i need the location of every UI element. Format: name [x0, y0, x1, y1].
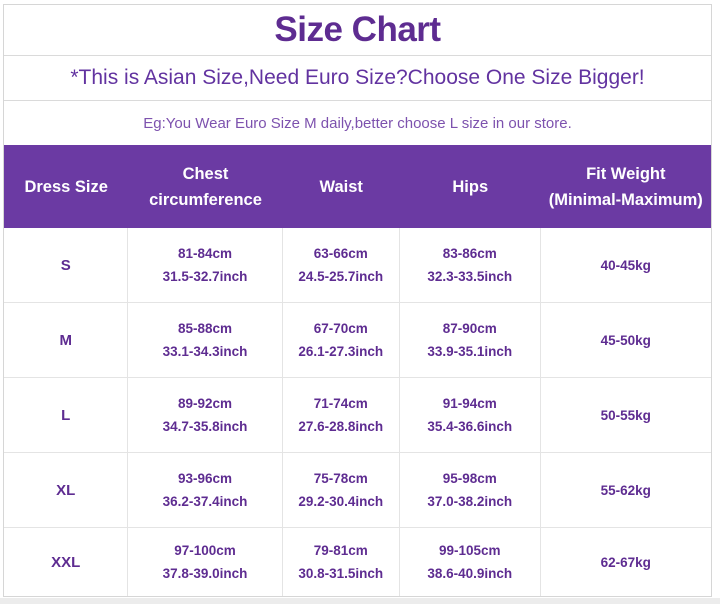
column-header-waist: Waist: [283, 145, 400, 228]
dress-size-cell: M: [4, 303, 129, 377]
fit-weight-cell: 45-50kg: [541, 303, 711, 377]
size-value: S: [60, 256, 71, 274]
chest-inch-value: 33.1-34.3inch: [162, 344, 248, 359]
table-header-row: Dress Size Chest circumference Waist Hip…: [4, 145, 711, 228]
chest-cm-value: 97-100cm: [174, 543, 236, 558]
waist-inch-value: 24.5-25.7inch: [298, 269, 384, 284]
chest-inch-value: 34.7-35.8inch: [162, 419, 248, 434]
chest-cm-value: 85-88cm: [177, 321, 232, 336]
chest-cm-value: 89-92cm: [177, 396, 232, 411]
chest-cm-value: 81-84cm: [177, 246, 232, 261]
size-value: XXL: [51, 553, 81, 571]
waist-cell: 71-74cm 27.6-28.8inch: [283, 378, 400, 452]
waist-cell: 63-66cm 24.5-25.7inch: [283, 228, 400, 302]
chest-cm-value: 93-96cm: [177, 471, 232, 486]
hips-cell: 87-90cm 33.9-35.1inch: [400, 303, 541, 377]
hips-cell: 95-98cm 37.0-38.2inch: [400, 453, 541, 527]
fit-weight-cell: 50-55kg: [541, 378, 711, 452]
size-value: L: [61, 406, 71, 424]
subtitle-row: *This is Asian Size,Need Euro Size?Choos…: [4, 56, 711, 101]
hips-cm-value: 99-105cm: [438, 543, 501, 558]
hips-inch-value: 32.3-33.5inch: [427, 269, 513, 284]
hips-inch-value: 37.0-38.2inch: [427, 494, 513, 509]
column-header-label: Waist: [319, 177, 363, 196]
waist-cm-value: 71-74cm: [313, 396, 368, 411]
column-header-label: circumference: [149, 190, 262, 209]
asian-size-notice: *This is Asian Size,Need Euro Size?Choos…: [70, 66, 645, 89]
hips-inch-value: 35.4-36.6inch: [427, 419, 513, 434]
size-value: XL: [56, 481, 76, 499]
waist-inch-value: 27.6-28.8inch: [298, 419, 384, 434]
chest-cell: 81-84cm 31.5-32.7inch: [128, 228, 283, 302]
dress-size-cell: XL: [4, 453, 129, 527]
weight-value: 45-50kg: [600, 332, 651, 348]
waist-cell: 75-78cm 29.2-30.4inch: [283, 453, 400, 527]
chest-cell: 85-88cm 33.1-34.3inch: [128, 303, 283, 377]
waist-cell: 79-81cm 30.8-31.5inch: [283, 528, 400, 596]
column-header-label: Dress Size: [24, 177, 108, 196]
column-header-chest: Chest circumference: [128, 145, 282, 228]
waist-cm-value: 79-81cm: [313, 543, 368, 558]
dress-size-cell: S: [4, 228, 129, 302]
column-header-label: (Minimal-Maximum): [548, 190, 703, 209]
size-value: M: [59, 331, 72, 349]
waist-inch-value: 30.8-31.5inch: [298, 566, 384, 581]
fit-weight-cell: 40-45kg: [541, 228, 711, 302]
column-header-dress-size: Dress Size: [4, 145, 128, 228]
waist-cm-value: 75-78cm: [313, 471, 368, 486]
table-row: XXL 97-100cm 37.8-39.0inch 79-81cm 30.8-…: [4, 528, 711, 596]
size-chart-sheet: Size Chart *This is Asian Size,Need Euro…: [3, 4, 712, 597]
weight-value: 50-55kg: [600, 407, 651, 423]
dress-size-cell: XXL: [4, 528, 129, 596]
hips-inch-value: 33.9-35.1inch: [427, 344, 513, 359]
table-row: M 85-88cm 33.1-34.3inch 67-70cm 26.1-27.…: [4, 303, 711, 378]
column-header-fit-weight: Fit Weight (Minimal-Maximum): [541, 145, 711, 228]
size-example-note: Eg:You Wear Euro Size M daily,better cho…: [143, 114, 572, 132]
waist-cm-value: 63-66cm: [313, 246, 368, 261]
waist-inch-value: 26.1-27.3inch: [298, 344, 384, 359]
table-body: S 81-84cm 31.5-32.7inch 63-66cm 24.5-25.…: [4, 228, 711, 596]
bottom-strip: [0, 598, 720, 604]
table-row: S 81-84cm 31.5-32.7inch 63-66cm 24.5-25.…: [4, 228, 711, 303]
hips-cm-value: 87-90cm: [442, 321, 497, 336]
chest-cell: 97-100cm 37.8-39.0inch: [128, 528, 283, 596]
dress-size-cell: L: [4, 378, 129, 452]
chest-inch-value: 37.8-39.0inch: [162, 566, 248, 581]
hips-cm-value: 95-98cm: [442, 471, 497, 486]
hips-cell: 91-94cm 35.4-36.6inch: [400, 378, 541, 452]
chest-cell: 89-92cm 34.7-35.8inch: [128, 378, 283, 452]
weight-value: 62-67kg: [600, 554, 651, 570]
waist-cm-value: 67-70cm: [313, 321, 368, 336]
weight-value: 55-62kg: [600, 482, 651, 498]
hips-inch-value: 38.6-40.9inch: [427, 566, 513, 581]
table-row: L 89-92cm 34.7-35.8inch 71-74cm 27.6-28.…: [4, 378, 711, 453]
column-header-hips: Hips: [400, 145, 541, 228]
chest-inch-value: 31.5-32.7inch: [162, 269, 248, 284]
note-row: Eg:You Wear Euro Size M daily,better cho…: [4, 101, 711, 145]
chest-cell: 93-96cm 36.2-37.4inch: [128, 453, 283, 527]
column-header-label: Chest: [182, 164, 229, 183]
table-row: XL 93-96cm 36.2-37.4inch 75-78cm 29.2-30…: [4, 453, 711, 528]
hips-cell: 99-105cm 38.6-40.9inch: [400, 528, 541, 596]
fit-weight-cell: 55-62kg: [541, 453, 711, 527]
fit-weight-cell: 62-67kg: [541, 528, 711, 596]
page-title: Size Chart: [274, 10, 441, 49]
weight-value: 40-45kg: [600, 257, 651, 273]
chest-inch-value: 36.2-37.4inch: [162, 494, 248, 509]
hips-cell: 83-86cm 32.3-33.5inch: [400, 228, 541, 302]
waist-cell: 67-70cm 26.1-27.3inch: [283, 303, 400, 377]
title-row: Size Chart: [4, 5, 711, 56]
waist-inch-value: 29.2-30.4inch: [298, 494, 384, 509]
hips-cm-value: 91-94cm: [442, 396, 497, 411]
column-header-label: Hips: [452, 177, 489, 196]
column-header-label: Fit Weight: [586, 164, 666, 183]
hips-cm-value: 83-86cm: [442, 246, 497, 261]
